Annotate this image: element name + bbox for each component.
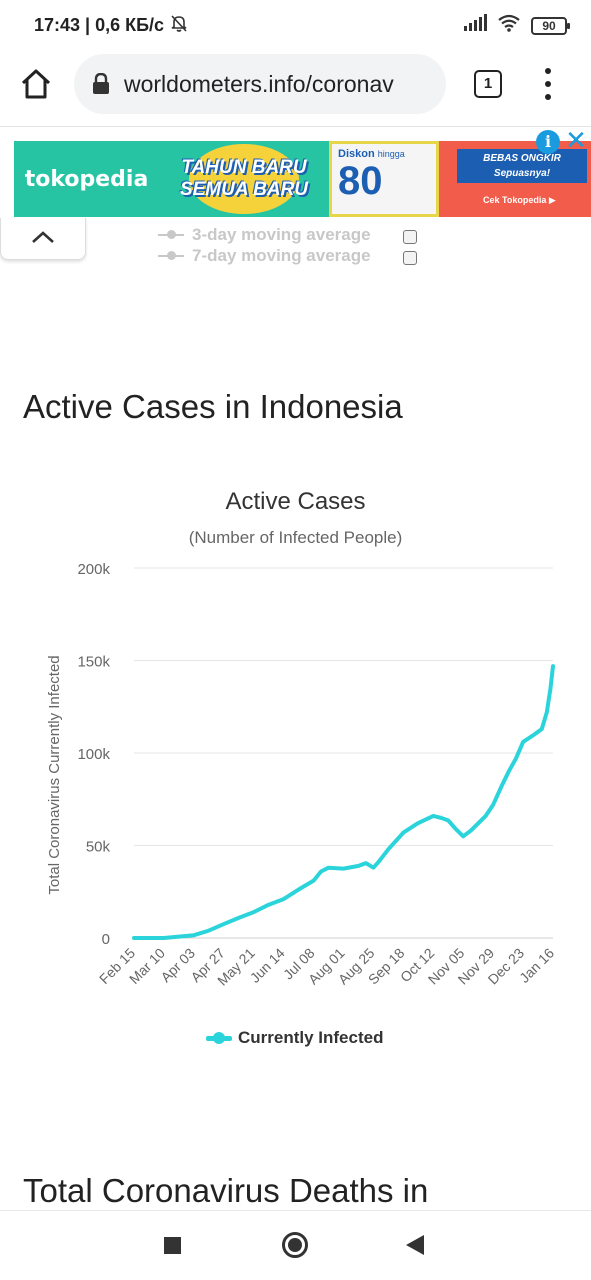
android-nav-bar xyxy=(0,1210,591,1280)
ad-burst-shape xyxy=(189,144,299,214)
ad-shipping-box: BEBAS ONGKIR Sepuasnya! xyxy=(457,149,587,183)
ad-promo-line2: SEMUA BARU xyxy=(179,179,309,200)
legend-marker-icon xyxy=(158,229,184,240)
legend-label-3day: 3-day moving average xyxy=(192,224,371,244)
overflow-menu-icon[interactable] xyxy=(538,68,558,100)
ad-banner[interactable]: tokopedia TAHUN BARU SEMUA BARU Diskon h… xyxy=(14,141,591,217)
legend-label-currently-infected: Currently Infected xyxy=(238,1028,384,1047)
legend-line-icon xyxy=(206,1032,232,1044)
ad-collapse-button[interactable] xyxy=(0,218,86,260)
chart-subtitle: (Number of Infected People) xyxy=(188,528,403,547)
section-title: Active Cases in Indonesia xyxy=(23,388,403,425)
y-tick-label: 50k xyxy=(86,839,111,856)
signal-icon xyxy=(463,14,487,37)
status-left: 17:43 | 0,6 КБ/с xyxy=(34,14,188,37)
ad-promo-line1: TAHUN BARU xyxy=(181,157,307,178)
legend-item-7day[interactable]: 7-day moving average xyxy=(158,245,371,266)
ad-discount-small: hingga xyxy=(377,149,405,159)
ad-shipping-line1: BEBAS ONGKIR xyxy=(483,153,561,164)
ad-discount-label: Diskon hingga xyxy=(338,148,430,160)
ad-brand: tokopedia xyxy=(14,141,159,217)
legend-item-3day[interactable]: 3-day moving average xyxy=(158,224,371,245)
ad-info-icon[interactable]: i xyxy=(536,130,560,154)
y-tick-label: 100k xyxy=(77,746,110,763)
tabs-button[interactable]: 1 xyxy=(474,70,502,98)
ad-close-icon[interactable]: ✕ xyxy=(565,125,587,155)
wifi-icon xyxy=(497,14,521,37)
y-tick-label: 150k xyxy=(77,654,110,671)
ad-container: tokopedia TAHUN BARU SEMUA BARU Diskon h… xyxy=(0,126,591,228)
ad-discount-value: 80 xyxy=(338,159,383,203)
next-section-title: Total Coronavirus Deaths in xyxy=(23,1172,429,1209)
browser-toolbar: worldometers.info/coronav 1 xyxy=(0,52,591,126)
ad-promo: TAHUN BARU SEMUA BARU xyxy=(159,141,329,217)
ad-cta: Cek Tokopedia ▶ xyxy=(483,195,556,205)
ad-shipping-line2: Sepuasnya! xyxy=(493,168,551,179)
status-time-speed: 17:43 | 0,6 КБ/с xyxy=(34,15,165,35)
chart-title: Active Cases xyxy=(225,488,366,515)
y-axis-label: Total Coronavirus Currently Infected xyxy=(46,655,63,894)
lock-icon xyxy=(92,72,110,95)
status-bar: 17:43 | 0,6 КБ/с 90 xyxy=(0,0,591,52)
series-line-currently-infected xyxy=(132,664,555,940)
url-text: worldometers.info/coronav xyxy=(124,70,394,97)
back-icon[interactable] xyxy=(406,1235,424,1255)
address-bar[interactable]: worldometers.info/coronav xyxy=(74,54,446,114)
chevron-up-icon xyxy=(32,231,54,243)
home-icon[interactable] xyxy=(18,66,54,102)
ad-discount-word: Diskon xyxy=(338,148,375,160)
ad-discount: Diskon hingga 80 xyxy=(329,141,439,217)
status-right: 90 xyxy=(463,14,570,37)
x-tick-label: Jun 14 xyxy=(247,945,288,986)
home-circle-icon[interactable] xyxy=(282,1232,308,1258)
checkbox-3day[interactable] xyxy=(403,230,417,244)
y-tick-label: 0 xyxy=(102,931,110,948)
ad-shipping: BEBAS ONGKIR Sepuasnya! Cek Tokopedia ▶ xyxy=(439,141,591,217)
ad-promo-text: TAHUN BARU SEMUA BARU xyxy=(180,157,308,201)
y-tick-label: 200k xyxy=(77,561,110,578)
chart-legend[interactable]: Currently Infected xyxy=(206,1028,383,1048)
mute-bell-icon xyxy=(170,14,188,37)
previous-chart-legend: 3-day moving average 7-day moving averag… xyxy=(158,224,371,266)
x-tick-label: Jan 16 xyxy=(516,945,557,986)
legend-marker-icon xyxy=(158,250,184,261)
legend-label-7day: 7-day moving average xyxy=(192,245,371,265)
battery-indicator: 90 xyxy=(531,16,570,35)
recents-icon[interactable] xyxy=(164,1237,181,1254)
checkbox-7day[interactable] xyxy=(403,251,417,265)
